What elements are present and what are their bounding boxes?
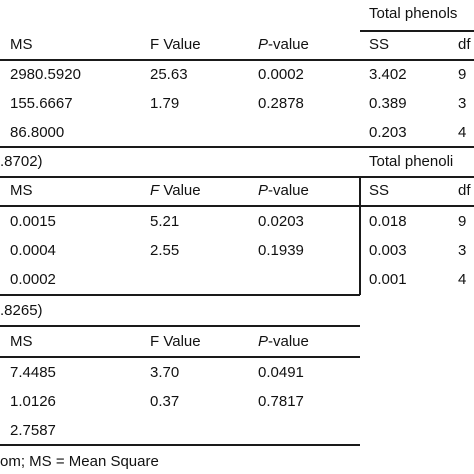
block1-header-df: df: [458, 36, 471, 53]
block2-header-f-value: F Value: [150, 182, 201, 200]
block3-header-rule: [0, 356, 360, 358]
block1-row2-ss: 0.389: [369, 95, 407, 112]
block2-row3-df: 4: [458, 271, 467, 288]
block3-header-p-value: P-value: [258, 333, 309, 351]
block2-row2-ms: 0.0004: [10, 242, 56, 259]
block1-header-f-value: F Value: [150, 36, 201, 53]
block1-row3-ms: 86.8000: [10, 124, 65, 141]
block1-row1-df: 9: [458, 66, 467, 83]
block3-row1-f: 3.70: [150, 364, 180, 381]
block1-row2-ms: 155.6667: [10, 95, 73, 112]
p-suffix: -value: [268, 333, 309, 350]
block2-title-total-phenolic: Total phenoli: [369, 153, 454, 170]
block2-row2-df: 3: [458, 242, 467, 259]
p-suffix: -value: [268, 36, 309, 53]
block1-header-rule: [0, 59, 474, 61]
block1-row2-f: 1.79: [150, 95, 180, 112]
block2-row3-ms: 0.0002: [10, 271, 56, 288]
block2-label-left: .8702): [0, 153, 43, 170]
block1-row2-df: 3: [458, 95, 467, 112]
block3-header-f-value: F Value: [150, 333, 201, 350]
block3-row2-f: 0.37: [150, 393, 180, 410]
block1-header-p-value: P-value: [258, 36, 309, 54]
f-italic: F: [150, 182, 160, 199]
block1-row1-ss: 3.402: [369, 66, 407, 83]
block1-row1-ms: 2980.5920: [10, 66, 81, 83]
block2-row2-p: 0.1939: [258, 242, 304, 259]
block1-header-ss: SS: [369, 36, 390, 53]
p-suffix: -value: [268, 182, 309, 199]
block1-row2-p: 0.2878: [258, 95, 304, 112]
block2-header-rule: [0, 205, 474, 207]
block2-title-rule: [0, 176, 474, 178]
p-italic: P: [258, 333, 269, 350]
block2-header-ss: SS: [369, 182, 390, 199]
block2-header-ms: MS: [10, 182, 33, 199]
block1-row1-p: 0.0002: [258, 66, 304, 83]
block2-header-df: df: [458, 182, 471, 199]
block2-row3-ss: 0.001: [369, 271, 407, 288]
block2-row2-ss: 0.003: [369, 242, 407, 259]
block2-row1-f: 5.21: [150, 213, 180, 230]
block2-row1-df: 9: [458, 213, 467, 230]
block3-label-left: .8265): [0, 302, 43, 319]
block1-bottom-rule: [0, 146, 474, 148]
block2-row1-p: 0.0203: [258, 213, 304, 230]
block1-row3-ss: 0.203: [369, 124, 407, 141]
f-suffix: Value: [159, 182, 201, 199]
block1-row1-f: 25.63: [150, 66, 188, 83]
block3-header-ms: MS: [10, 333, 33, 350]
p-italic: P: [258, 36, 269, 53]
block1-row3-df: 4: [458, 124, 467, 141]
block3-row1-ms: 7.4485: [10, 364, 56, 381]
block2-row1-ms: 0.0015: [10, 213, 56, 230]
block1-title-total-phenols: Total phenols: [369, 5, 458, 22]
block2-row1-ss: 0.018: [369, 213, 407, 230]
block2-bottom-rule: [0, 294, 360, 296]
block3-title-rule: [0, 325, 360, 327]
block1-header-ms: MS: [10, 36, 33, 53]
block2-header-p-value: P-value: [258, 182, 309, 200]
footnote: om; MS = Mean Square: [0, 453, 159, 470]
block3-row1-p: 0.0491: [258, 364, 304, 381]
block3-row3-ms: 2.7587: [10, 422, 56, 439]
block2-row2-f: 2.55: [150, 242, 180, 259]
block3-row2-p: 0.7817: [258, 393, 304, 410]
block1-title-rule: [360, 30, 474, 32]
block2-right-border: [359, 176, 361, 295]
p-italic: P: [258, 182, 269, 199]
block3-row2-ms: 1.0126: [10, 393, 56, 410]
block3-bottom-rule: [0, 444, 360, 446]
